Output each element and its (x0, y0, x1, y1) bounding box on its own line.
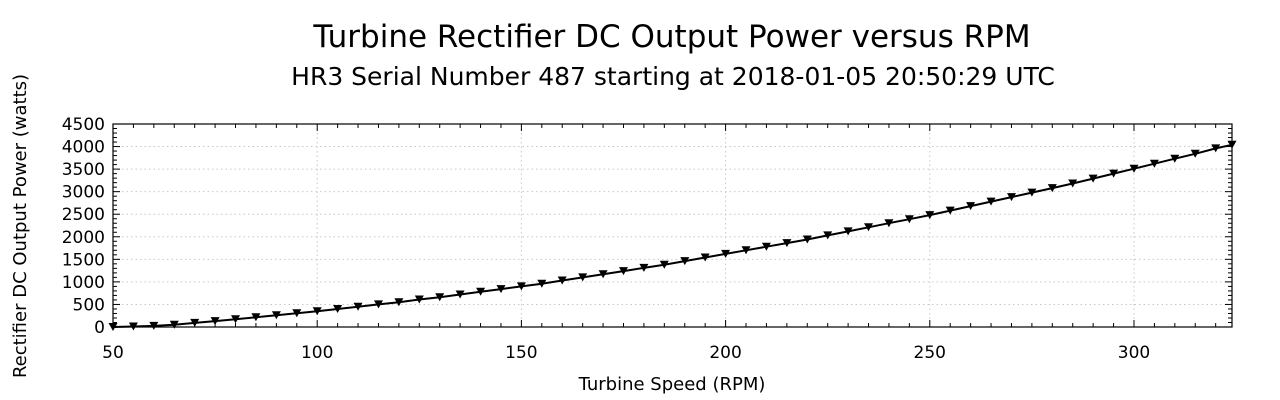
x-axis-ticks: 50 100 150 200 250 300 (102, 124, 1150, 363)
plot-frame (112, 123, 1233, 328)
data-point-marker (619, 267, 628, 276)
data-point-marker (823, 231, 833, 240)
data-point-marker (1088, 174, 1098, 183)
data-point-marker (1109, 169, 1119, 178)
data-point-marker (884, 219, 894, 228)
data-point-marker (169, 320, 179, 329)
x-tick-label: 200 (709, 343, 741, 363)
data-point-marker (394, 298, 404, 307)
data-point-marker (639, 263, 649, 272)
data-point-marker (904, 215, 914, 224)
data-point-marker (353, 302, 363, 311)
x-tick-label: 150 (505, 343, 537, 363)
data-point-marker (1027, 188, 1037, 197)
data-point-marker (516, 282, 526, 291)
y-tick-label: 1500 (62, 250, 105, 270)
data-point-marker (966, 202, 976, 211)
data-point-marker (374, 300, 383, 309)
x-axis-label: Turbine Speed (RPM) (578, 374, 766, 395)
data-point-marker (496, 285, 506, 294)
data-point-marker (210, 317, 220, 326)
data-point-marker (945, 206, 955, 215)
x-tick-label: 250 (914, 343, 946, 363)
data-point-marker (108, 323, 118, 331)
data-point-marker (557, 276, 567, 285)
y-tick-label: 4500 (62, 115, 105, 135)
data-point-marker (1047, 184, 1057, 193)
x-tick-label: 50 (102, 343, 124, 363)
data-point-marker (598, 270, 608, 279)
data-point-marker (128, 322, 138, 331)
data-point-marker (149, 321, 159, 330)
data-point-marker (700, 253, 710, 262)
y-tick-label: 2500 (62, 205, 105, 225)
chart-subtitle: HR3 Serial Number 487 starting at 2018-0… (291, 62, 1055, 91)
data-point-marker (843, 227, 853, 236)
data-point-marker (312, 307, 322, 316)
data-point-marker (864, 223, 873, 232)
data-point-marker (925, 211, 935, 220)
data-point-marker (802, 235, 812, 244)
y-axis-label: Rectifier DC Output Power (watts) (10, 74, 31, 378)
data-point-marker (1149, 159, 1159, 168)
data-point-marker (1190, 149, 1200, 158)
y-tick-label: 3000 (62, 183, 105, 203)
x-tick-label: 100 (301, 343, 333, 363)
data-point-marker (1068, 179, 1078, 188)
data-point-marker (659, 260, 669, 269)
data-point-marker (1129, 164, 1139, 173)
data-point-marker (271, 311, 281, 320)
data-point-marker (680, 257, 690, 266)
data-point-marker (1170, 154, 1180, 163)
chart-title: Turbine Rectifier DC Output Power versus… (312, 19, 1030, 55)
data-point-marker (292, 309, 302, 318)
data-point-marker (231, 315, 240, 324)
data-point-marker (782, 239, 792, 248)
data-point-marker (578, 273, 588, 282)
data-point-marker (986, 197, 996, 206)
data-point-marker (435, 293, 445, 302)
y-tick-label: 1000 (62, 273, 105, 293)
data-point-marker (476, 287, 486, 296)
data-point-marker (741, 246, 751, 255)
data-point-marker (414, 295, 424, 304)
y-tick-label: 500 (73, 295, 105, 315)
y-tick-label: 4000 (62, 138, 105, 158)
minor-ticks (113, 124, 1232, 327)
data-point-marker (1211, 144, 1221, 153)
data-point-marker (333, 305, 343, 313)
data-point-marker (1007, 193, 1016, 202)
y-tick-label: 3500 (62, 160, 105, 180)
data-point-marker (190, 318, 200, 327)
data-point-marker (251, 313, 261, 322)
series-markers (108, 140, 1237, 331)
y-tick-label: 2000 (62, 228, 105, 248)
data-point-marker (455, 290, 465, 299)
data-point-marker (1227, 140, 1237, 149)
y-tick-label: 0 (94, 318, 105, 338)
x-tick-label: 300 (1118, 343, 1150, 363)
data-point-marker (761, 242, 771, 251)
series-line (112, 143, 1233, 328)
data-point-marker (721, 249, 731, 258)
data-point-marker (537, 279, 547, 288)
grid (113, 124, 1232, 327)
